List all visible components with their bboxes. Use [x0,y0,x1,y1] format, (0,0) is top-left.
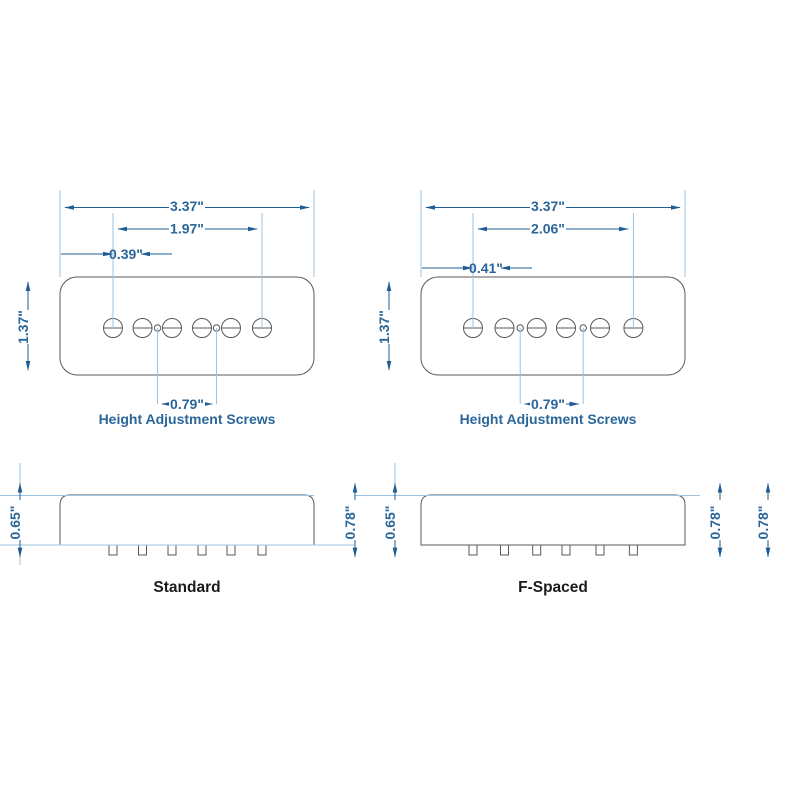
svg-text:0.79": 0.79" [531,396,565,412]
svg-text:1.37": 1.37" [376,310,392,344]
svg-text:0.41": 0.41" [469,260,503,276]
svg-text:Standard: Standard [153,579,220,596]
svg-text:3.37": 3.37" [170,198,204,214]
svg-text:0.78": 0.78" [707,506,723,540]
svg-text:1.37": 1.37" [15,310,31,344]
svg-text:Height Adjustment Screws: Height Adjustment Screws [460,411,637,427]
svg-text:0.65": 0.65" [382,506,398,540]
svg-text:3.37": 3.37" [531,198,565,214]
svg-text:F-Spaced: F-Spaced [518,579,588,596]
svg-text:0.79": 0.79" [170,396,204,412]
svg-text:0.78": 0.78" [342,506,358,540]
svg-text:0.39": 0.39" [109,246,143,262]
svg-text:Height Adjustment Screws: Height Adjustment Screws [99,411,276,427]
svg-text:1.97": 1.97" [170,221,204,237]
svg-text:2.06": 2.06" [531,221,565,237]
svg-text:0.78": 0.78" [755,506,771,540]
svg-text:0.65": 0.65" [7,506,23,540]
